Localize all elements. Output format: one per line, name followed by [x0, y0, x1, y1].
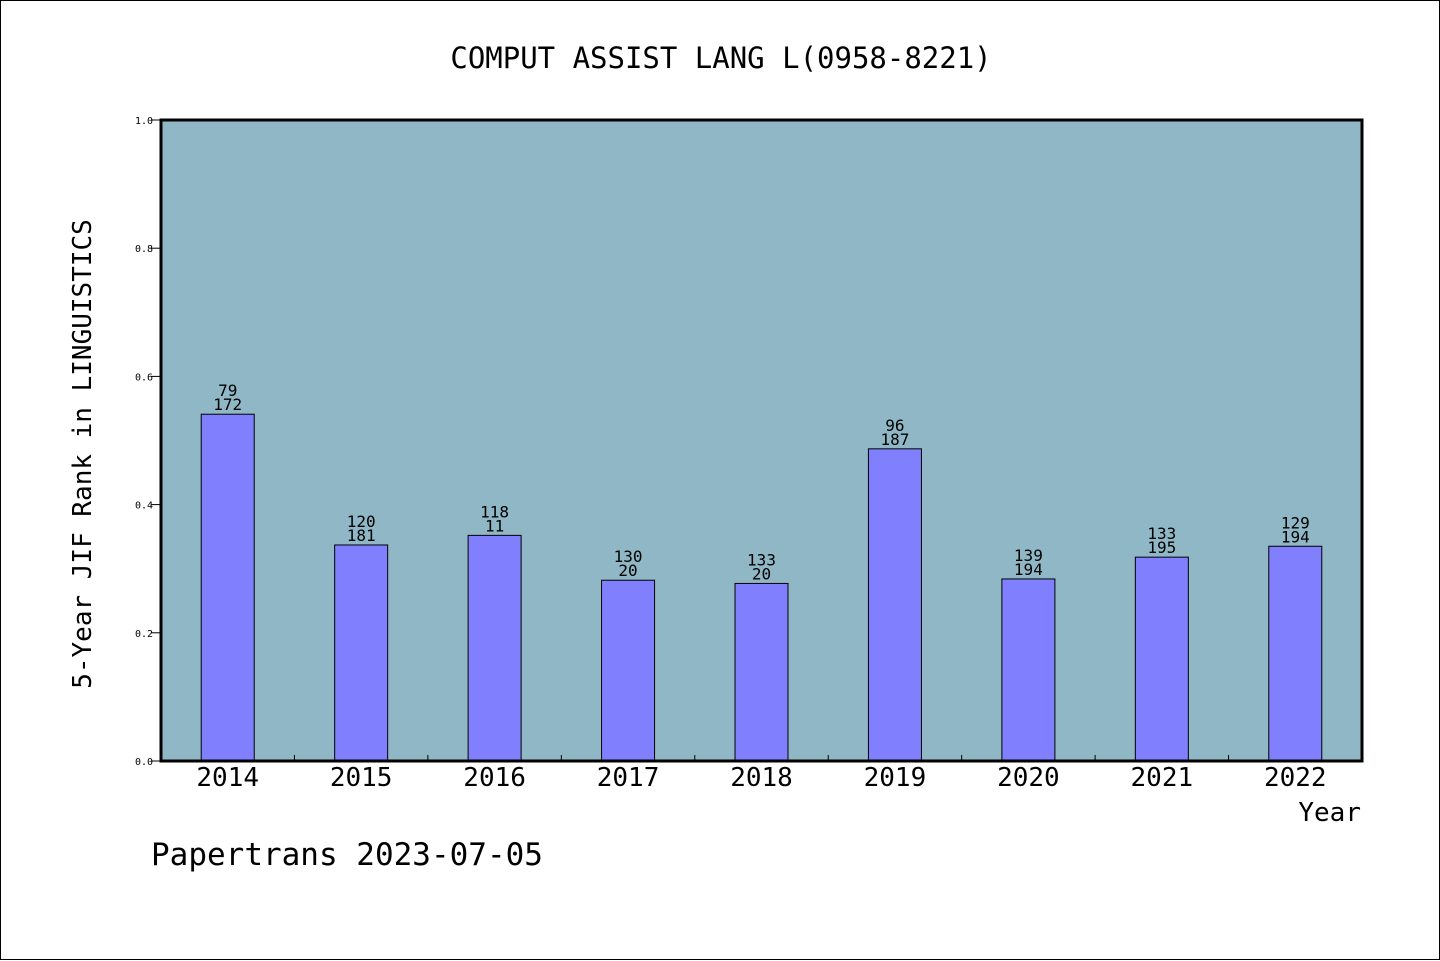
bar-label-bottom-2018: 20 [752, 564, 771, 583]
bar-labels-group: 7917212018111811130201332096187139194133… [213, 381, 1309, 583]
y-tick-label: 0.6 [135, 372, 153, 383]
x-tick-label-2018: 2018 [730, 763, 793, 793]
bar-label-bottom-2022: 194 [1281, 527, 1310, 546]
y-tick-label: 0.0 [135, 757, 153, 768]
x-tick-label-2020: 2020 [997, 763, 1060, 793]
x-tick-label-2022: 2022 [1264, 763, 1327, 793]
bar-label-bottom-2021: 195 [1147, 538, 1176, 557]
x-tick-label-2015: 2015 [330, 763, 393, 793]
bar-2021 [1134, 556, 1189, 762]
bar-label-bottom-2014: 172 [213, 395, 242, 414]
x-tick-label-2019: 2019 [864, 763, 927, 793]
bar-label-bottom-2016: 11 [485, 516, 504, 535]
bar-label-top-2015: 120 [347, 512, 376, 531]
bar-label-top-2019: 96 [885, 416, 904, 435]
y-tick-label: 0.8 [135, 244, 153, 255]
bar-2020 [1001, 578, 1056, 762]
bar-label-bottom-2020: 194 [1014, 560, 1043, 579]
x-tick-label-2017: 2017 [597, 763, 660, 793]
bar-2017 [601, 579, 656, 762]
x-axis-label: Year [1298, 798, 1361, 828]
x-tick-label-2021: 2021 [1131, 763, 1194, 793]
plot-border [159, 118, 1364, 763]
y-axis-ticks: 0.0 0.2 0.4 0.6 0.8 1.0 [135, 116, 161, 768]
bar-label-top-2016: 118 [480, 502, 509, 521]
bars-group [200, 413, 1323, 762]
bar-2016 [467, 534, 522, 762]
x-axis-ticks: 2014 2015 2016 2017 2018 2019 2020 2021 2022 [196, 755, 1327, 793]
bar-label-top-2018: 133 [747, 550, 776, 569]
y-tick-label: 0.2 [135, 629, 153, 640]
bar-label-bottom-2015: 181 [347, 526, 376, 545]
y-tick-label: 1.0 [135, 116, 153, 127]
bar-2018 [734, 582, 789, 762]
bar-label-top-2017: 130 [614, 547, 643, 566]
bar-label-top-2022: 129 [1281, 513, 1310, 532]
chart-title: COMPUT ASSIST LANG L(0958-8221) [450, 41, 991, 75]
bar-2019 [867, 448, 922, 762]
bar-label-top-2014: 79 [218, 381, 237, 400]
bar-label-top-2021: 133 [1147, 524, 1176, 543]
bar-2015 [334, 544, 389, 762]
y-axis-label: 5-Year JIF Rank in LINGUISTICS [68, 219, 98, 689]
bar-2014 [200, 413, 255, 762]
x-tick-label-2014: 2014 [196, 763, 259, 793]
bar-label-bottom-2017: 20 [618, 561, 637, 580]
bar-label-bottom-2019: 187 [880, 430, 909, 449]
footer-credit: Papertrans 2023-07-05 [151, 837, 543, 873]
x-tick-label-2016: 2016 [463, 763, 526, 793]
bar-2022 [1268, 545, 1323, 762]
bar-label-top-2020: 139 [1014, 546, 1043, 565]
y-tick-label: 0.4 [135, 501, 153, 512]
